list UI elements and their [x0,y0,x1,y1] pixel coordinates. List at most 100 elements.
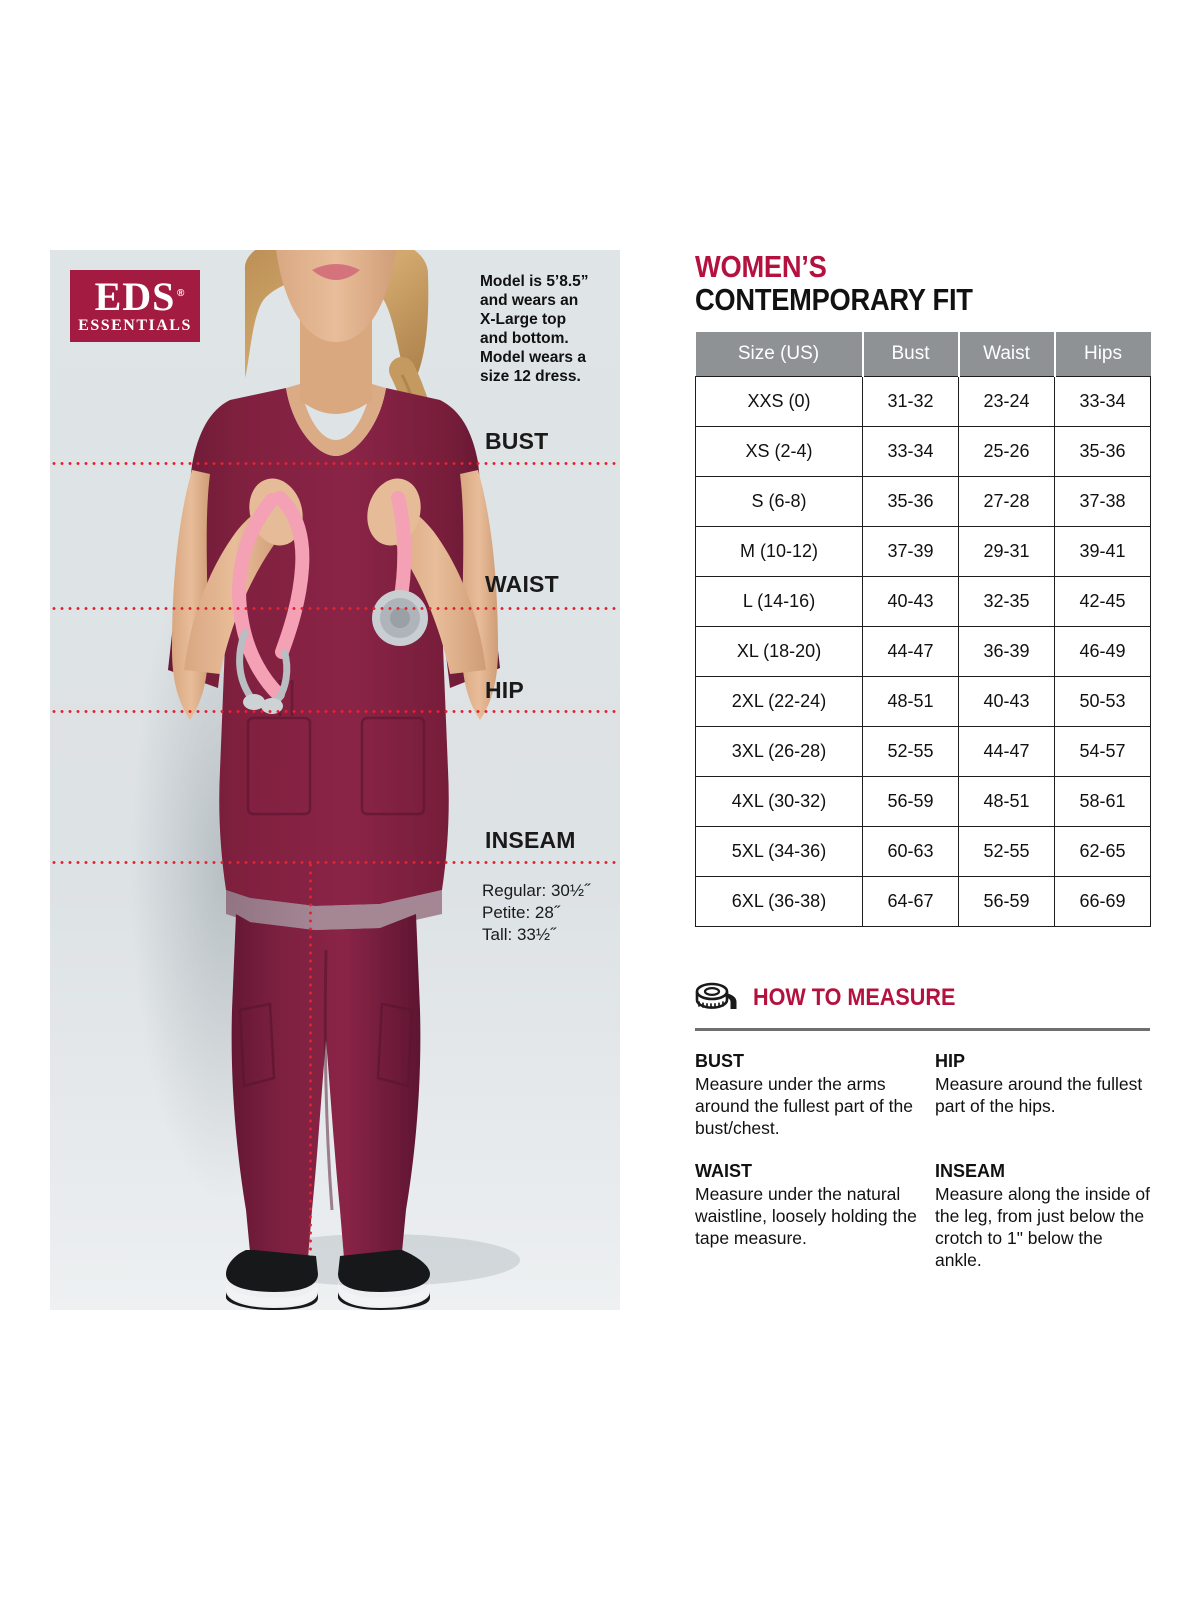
measurement-cell: 56-59 [958,875,1055,927]
measurement-cell: 33-34 [1054,375,1151,427]
size-cell: 5XL (34-36) [695,825,863,877]
table-row: 5XL (34-36) 60-63 52-55 62-65 [695,825,1151,877]
logo-eds-text: EDS ® [94,273,186,319]
measurement-cell: 37-38 [1054,475,1151,527]
column-header-waist: Waist [958,332,1056,376]
inseam-vertical-guide-line [309,861,312,1256]
measure-term: HIP [935,1050,966,1071]
size-cell: L (14-16) [695,575,863,627]
measurement-cell: 40-43 [958,675,1055,727]
logo-essentials-text: ESSENTIALS [78,316,192,334]
measure-description: Measure under the arms around the fulles… [695,1073,913,1138]
measurement-cell: 31-32 [862,375,959,427]
measure-description: Measure along the inside of the leg, fro… [935,1183,1150,1270]
table-row: XS (2-4) 33-34 25-26 35-36 [695,425,1151,477]
table-row: 3XL (26-28) 52-55 44-47 54-57 [695,725,1151,777]
size-cell: S (6-8) [695,475,863,527]
measurement-cell: 44-47 [958,725,1055,777]
measurement-cell: 23-24 [958,375,1055,427]
measurement-cell: 52-55 [862,725,959,777]
model-description: Model is 5’8.5” and wears an X-Large top… [480,273,589,385]
tape-measure-icon [695,982,737,1009]
table-row: L (14-16) 40-43 32-35 42-45 [695,575,1151,627]
measurement-cell: 54-57 [1054,725,1151,777]
table-row: S (6-8) 35-36 27-28 37-38 [695,475,1151,527]
measurement-cell: 44-47 [862,625,959,677]
measurement-cell: 25-26 [958,425,1055,477]
column-header-bust: Bust [862,332,960,376]
size-cell: XS (2-4) [695,425,863,477]
table-row: M (10-12) 37-39 29-31 39-41 [695,525,1151,577]
waist-guide-line [50,607,620,610]
measurement-cell: 37-39 [862,525,959,577]
measurement-cell: 35-36 [862,475,959,527]
table-row: 2XL (22-24) 48-51 40-43 50-53 [695,675,1151,727]
bust-label: BUST [485,428,549,454]
bust-guide-line [50,462,620,465]
table-row: XL (18-20) 44-47 36-39 46-49 [695,625,1151,677]
eds-essentials-logo: EDS ® ESSENTIALS [70,270,200,342]
how-to-measure-header: HOW TO MEASURE [695,982,1150,1014]
model-illustration [50,250,620,1310]
size-cell: 6XL (36-38) [695,875,863,927]
measurement-cell: 60-63 [862,825,959,877]
measurement-cell: 40-43 [862,575,959,627]
measurement-cell: 32-35 [958,575,1055,627]
measure-instruction-bust: BUST Measure under the arms around the fu… [695,1051,935,1139]
measurement-cell: 66-69 [1054,875,1151,927]
size-cell: XL (18-20) [695,625,863,677]
measurement-cell: 56-59 [862,775,959,827]
measurement-cell: 42-45 [1054,575,1151,627]
table-header-row: Size (US) Bust Waist Hips [695,332,1151,376]
model-photo-panel: EDS ® ESSENTIALS Model is 5’8.5” and wear… [50,250,620,1310]
size-cell: XXS (0) [695,375,863,427]
inseam-label: INSEAM [485,827,576,853]
size-cell: M (10-12) [695,525,863,577]
measurement-cell: 39-41 [1054,525,1151,577]
measurement-cell: 35-36 [1054,425,1151,477]
measurement-cell: 29-31 [958,525,1055,577]
measure-description: Measure around the fullest part of the h… [935,1073,1143,1116]
measurement-cell: 46-49 [1054,625,1151,677]
waist-label: WAIST [485,571,559,597]
table-body: XXS (0) 31-32 23-24 33-34 XS (2-4) 33-34 25-26… [695,375,1151,927]
hip-label: HIP [485,677,524,703]
measure-term: INSEAM [935,1160,1006,1181]
measurement-cell: 33-34 [862,425,959,477]
column-header-size: Size (US) [695,332,864,376]
measurement-cell: 27-28 [958,475,1055,527]
size-chart-section: WOMEN’S CONTEMPORARY FIT Size (US) Bust … [695,250,1151,1271]
chart-title-line2: CONTEMPORARY FIT [695,282,973,317]
measure-instructions-grid: BUST Measure under the arms around the fu… [695,1051,1150,1271]
measurement-cell: 52-55 [958,825,1055,877]
measurement-cell: 62-65 [1054,825,1151,877]
inseam-values: Regular: 30½˝ Petite: 28˝ Tall: 33½˝ [482,881,590,944]
size-cell: 2XL (22-24) [695,675,863,727]
size-cell: 3XL (26-28) [695,725,863,777]
table-row: 4XL (30-32) 56-59 48-51 58-61 [695,775,1151,827]
measurement-cell: 36-39 [958,625,1055,677]
measure-instruction-hip: HIP Measure around the fullest part of th… [935,1051,1150,1139]
table-row: 6XL (36-38) 64-67 56-59 66-69 [695,875,1151,927]
measure-description: Measure under the natural waistline, loo… [695,1183,917,1248]
measure-term: BUST [695,1050,744,1071]
chart-title: WOMEN’S CONTEMPORARY FIT [695,250,1150,316]
measurement-cell: 58-61 [1054,775,1151,827]
how-to-measure-title: HOW TO MEASURE [753,983,956,1011]
measurement-cell: 48-51 [862,675,959,727]
size-cell: 4XL (30-32) [695,775,863,827]
measure-instruction-inseam: INSEAM Measure along the inside of the le… [935,1161,1150,1271]
column-header-hips: Hips [1054,332,1151,376]
registered-mark: ® [177,287,186,299]
inseam-guide-line [50,861,620,864]
measurement-cell: 64-67 [862,875,959,927]
measurement-cell: 48-51 [958,775,1055,827]
size-table: Size (US) Bust Waist Hips XXS (0) 31-32 23… [695,332,1151,927]
section-divider [695,1027,1150,1031]
chart-title-line1: WOMEN’S [695,249,827,284]
table-row: XXS (0) 31-32 23-24 33-34 [695,375,1151,427]
hip-guide-line [50,710,620,713]
how-to-measure-section: HOW TO MEASURE BUST Measure under the arm… [695,982,1150,1271]
measure-instruction-waist: WAIST Measure under the natural waistline… [695,1161,935,1271]
